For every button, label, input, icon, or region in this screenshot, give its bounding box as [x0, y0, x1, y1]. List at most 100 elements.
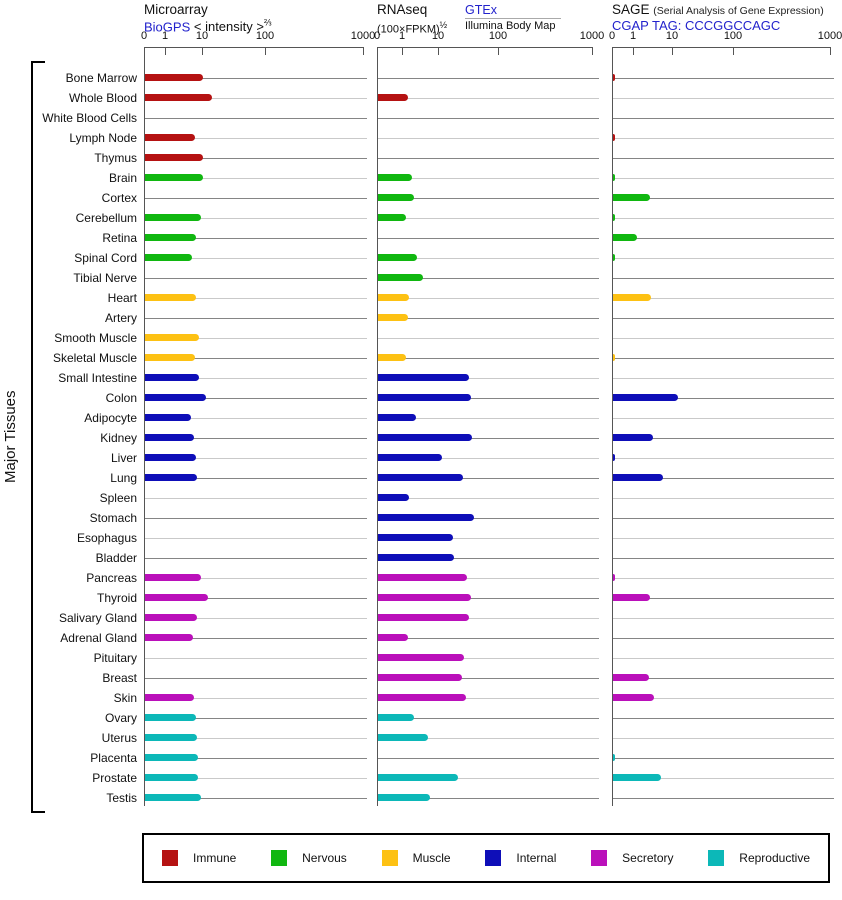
gridline [613, 378, 834, 379]
expression-bar-microarray [145, 414, 191, 421]
expression-bar-rnaseq [378, 394, 471, 401]
gridline [145, 618, 367, 619]
x-axis-line [612, 47, 830, 48]
x-axis-tick-label: 0 [608, 30, 616, 42]
x-axis-tick-label: 1000 [817, 30, 842, 42]
tissue-label: Pancreas [86, 571, 137, 585]
gridline [613, 258, 834, 259]
tissue-label: Salivary Gland [58, 611, 137, 625]
legend-item-secretory: Secretory [591, 850, 674, 866]
expression-bar-sage [613, 594, 650, 601]
gridline [613, 98, 834, 99]
gridline [378, 398, 599, 399]
gridline [378, 178, 599, 179]
gridline [378, 318, 599, 319]
rnaseq-panel-title: RNAseq [377, 2, 428, 17]
expression-bar-sage [613, 134, 616, 141]
tissue-label: Testis [106, 791, 137, 805]
tissue-label: Prostate [92, 771, 137, 785]
expression-bar-rnaseq [378, 314, 409, 321]
gridline [613, 578, 834, 579]
y-axis-line [144, 47, 145, 806]
expression-bar-rnaseq [378, 534, 453, 541]
gtex-link[interactable]: GTEx [465, 3, 497, 17]
tissue-label: Bladder [95, 551, 137, 565]
illumina-body-map-label: Illumina Body Map [465, 20, 556, 32]
gridline [378, 358, 599, 359]
gridline [145, 518, 367, 519]
expression-bar-microarray [145, 574, 201, 581]
gtex-link-block: GTEx [465, 3, 561, 19]
expression-bar-sage [613, 574, 616, 581]
tissue-label: Spinal Cord [74, 251, 137, 265]
expression-bar-sage [613, 774, 662, 781]
gridline [613, 398, 834, 399]
x-axis-tick-label: 100 [723, 30, 743, 42]
gridline [378, 578, 599, 579]
gridline [145, 258, 367, 259]
gridline [145, 318, 367, 319]
gridline [613, 78, 834, 79]
x-axis-tick-label: 1 [398, 30, 406, 42]
expression-bar-sage [613, 214, 616, 221]
gridline [613, 598, 834, 599]
gridline [145, 558, 367, 559]
expression-bar-sage [613, 394, 678, 401]
tissue-label: Spleen [99, 491, 137, 505]
gridline [145, 798, 367, 799]
gridline [378, 538, 599, 539]
legend-label: Reproductive [739, 851, 810, 865]
gridline [613, 438, 834, 439]
gridline [378, 718, 599, 719]
gridline [145, 278, 367, 279]
tissue-label: Skin [113, 691, 137, 705]
expression-bar-sage [613, 354, 616, 361]
biogps-link[interactable]: BioGPS [144, 19, 191, 35]
expression-bar-rnaseq [378, 354, 406, 361]
tissue-label: Whole Blood [68, 91, 137, 105]
nervous-color-swatch [271, 850, 288, 866]
gridline [145, 98, 367, 99]
tissue-label: Pituitary [93, 651, 137, 665]
expression-bar-sage [613, 74, 616, 81]
gridline [613, 218, 834, 219]
gridline [378, 598, 599, 599]
gridline [613, 238, 834, 239]
x-axis-tick [592, 47, 593, 55]
gridline [613, 138, 834, 139]
expression-bar-rnaseq [378, 494, 410, 501]
expression-bar-rnaseq [378, 374, 469, 381]
expression-bar-rnaseq [378, 594, 471, 601]
gridline [378, 298, 599, 299]
gridline [145, 238, 367, 239]
expression-bar-rnaseq [378, 194, 414, 201]
gridline [613, 458, 834, 459]
legend-label: Secretory [622, 851, 674, 865]
cgap-tag-link[interactable]: CGAP TAG: CCCGGCCAGC [612, 18, 781, 33]
x-axis-tick-label: 0 [140, 30, 148, 42]
expression-bar-sage [613, 674, 649, 681]
tissue-label: Cerebellum [75, 211, 137, 225]
expression-bar-rnaseq [378, 634, 409, 641]
microarray-subheader: BioGPS < intensity >⅔ [144, 18, 272, 34]
gridline [378, 98, 599, 99]
gridline [145, 578, 367, 579]
tissue-label: Cortex [101, 191, 137, 205]
gridline [378, 338, 599, 339]
expression-bar-rnaseq [378, 474, 463, 481]
expression-bar-microarray [145, 74, 203, 81]
expression-bar-microarray [145, 94, 213, 101]
tissue-label: Stomach [89, 511, 137, 525]
gridline [145, 698, 367, 699]
gridline [613, 418, 834, 419]
gridline [145, 638, 367, 639]
x-axis-tick [165, 47, 166, 55]
sage-subtitle: (Serial Analysis of Gene Expression) [653, 5, 824, 17]
expression-bar-sage [613, 434, 653, 441]
expression-bar-sage [613, 474, 663, 481]
expression-bar-rnaseq [378, 734, 429, 741]
gridline [145, 438, 367, 439]
expression-bar-rnaseq [378, 654, 464, 661]
gridline [145, 458, 367, 459]
tissue-label: Artery [104, 311, 137, 325]
